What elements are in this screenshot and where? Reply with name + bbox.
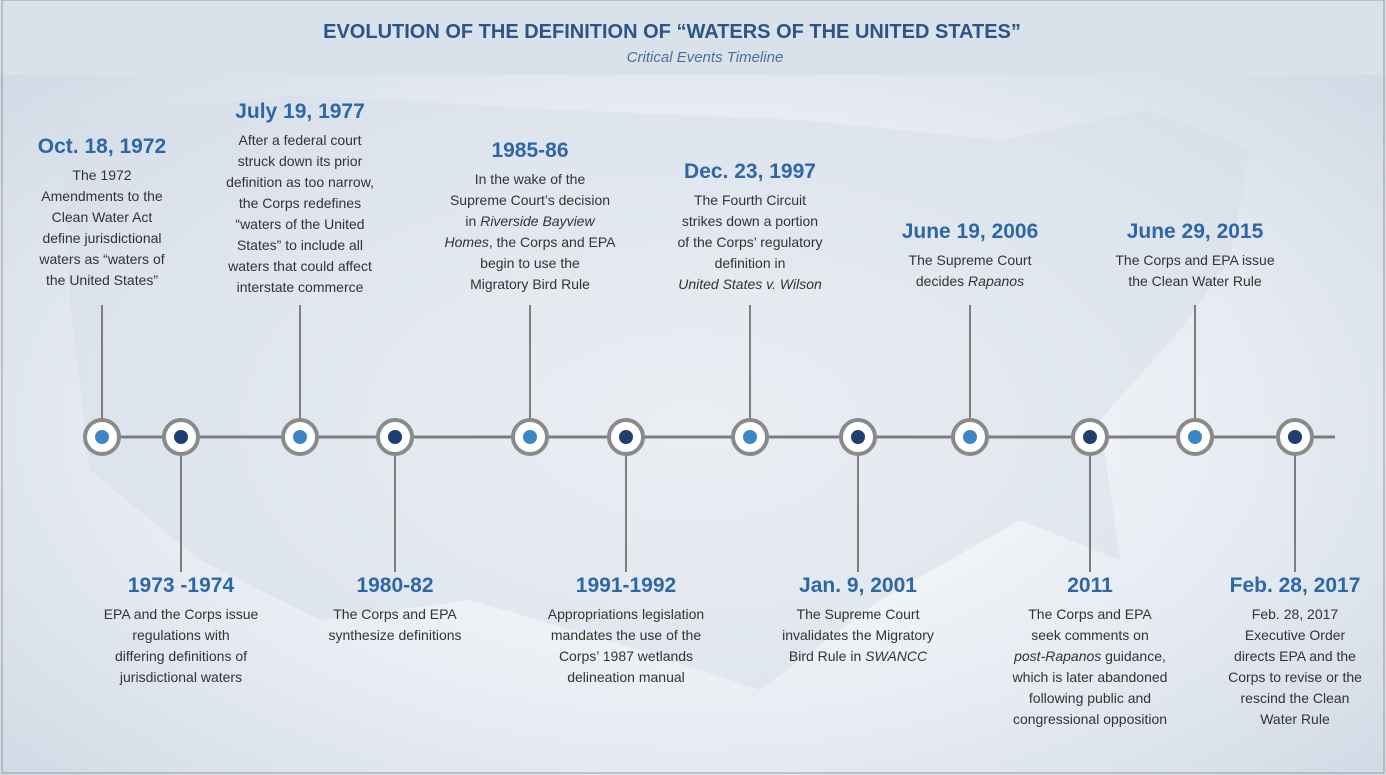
event-date: 2011 bbox=[1067, 574, 1113, 597]
map-silhouette bbox=[60, 95, 1250, 690]
text-segment: decides bbox=[916, 273, 968, 289]
event-text: delineation manual bbox=[567, 669, 685, 685]
event-text: Executive Order bbox=[1245, 627, 1346, 643]
event-date: 1980-82 bbox=[356, 574, 433, 597]
header-band bbox=[0, 0, 1386, 75]
event-text: The Corps and EPA bbox=[1028, 606, 1152, 622]
event-text: congressional opposition bbox=[1013, 711, 1167, 727]
italic-segment: Rapanos bbox=[968, 273, 1024, 289]
event-text: Clean Water Act bbox=[52, 209, 153, 225]
event-text: The Supreme Court bbox=[909, 252, 1032, 268]
event-text: Appropriations legislation bbox=[548, 606, 704, 622]
event-text: post-Rapanos guidance, bbox=[1013, 648, 1166, 664]
event-text: the Corps redefines bbox=[239, 195, 361, 211]
event-date: Oct. 18, 1972 bbox=[38, 135, 166, 158]
event-date: July 19, 1977 bbox=[235, 100, 365, 123]
italic-segment: post-Rapanos bbox=[1013, 648, 1101, 664]
event-text: which is later abandoned bbox=[1012, 669, 1168, 685]
event-text: define jurisdictional bbox=[42, 230, 161, 246]
event-text: mandates the use of the bbox=[551, 627, 701, 643]
event-text: decides Rapanos bbox=[916, 273, 1024, 289]
event-text: The Corps and EPA issue bbox=[1115, 252, 1274, 268]
event-text: The Fourth Circuit bbox=[694, 192, 806, 208]
event-date: 1985-86 bbox=[491, 139, 568, 162]
italic-segment: United States v. Wilson bbox=[678, 276, 822, 292]
event-text: Supreme Court’s decision bbox=[450, 192, 610, 208]
event-text: strikes down a portion bbox=[682, 213, 818, 229]
event-text: interstate commerce bbox=[237, 279, 364, 295]
subtitle: Critical Events Timeline bbox=[627, 49, 784, 66]
event-text: United States v. Wilson bbox=[678, 276, 822, 292]
node-dot bbox=[523, 430, 537, 444]
event-text: regulations with bbox=[132, 627, 229, 643]
node-dot bbox=[1188, 430, 1202, 444]
event-text: The Corps and EPA bbox=[333, 606, 457, 622]
node-dot bbox=[851, 430, 865, 444]
event-text: waters as “waters of bbox=[38, 251, 164, 267]
event-text: rescind the Clean bbox=[1241, 690, 1350, 706]
event-text: The Supreme Court bbox=[797, 606, 920, 622]
event-date: 1973 -1974 bbox=[128, 574, 235, 597]
event-date: Jan. 9, 2001 bbox=[799, 574, 917, 597]
italic-segment: Homes bbox=[445, 234, 489, 250]
title: EVOLUTION OF THE DEFINITION OF “WATERS O… bbox=[323, 21, 1021, 43]
text-segment: guidance, bbox=[1101, 648, 1166, 664]
event-text: definition in bbox=[715, 255, 786, 271]
event-text: The 1972 bbox=[72, 167, 131, 183]
event-text: EPA and the Corps issue bbox=[104, 606, 259, 622]
event-text: synthesize definitions bbox=[328, 627, 461, 643]
event-text: Feb. 28, 2017 bbox=[1252, 606, 1339, 622]
event-text: In the wake of the bbox=[475, 171, 586, 187]
node-dot bbox=[1288, 430, 1302, 444]
event-text: struck down its prior bbox=[238, 153, 363, 169]
node-dot bbox=[293, 430, 307, 444]
event-date: June 19, 2006 bbox=[902, 220, 1039, 243]
event-date: Feb. 28, 2017 bbox=[1230, 574, 1361, 597]
node-dot bbox=[743, 430, 757, 444]
event-text: of the Corps’ regulatory bbox=[678, 234, 823, 250]
event-text: Water Rule bbox=[1260, 711, 1330, 727]
italic-segment: SWANCC bbox=[865, 648, 928, 664]
event-date: 1991-1992 bbox=[576, 574, 676, 597]
node-dot bbox=[95, 430, 109, 444]
text-segment: , the Corps and EPA bbox=[489, 234, 616, 250]
text-segment: Bird Rule in bbox=[789, 648, 865, 664]
event-text: differing definitions of bbox=[115, 648, 247, 664]
text-segment: in bbox=[465, 213, 480, 229]
event-text: “waters of the United bbox=[235, 216, 364, 232]
event-text: the United States” bbox=[46, 272, 158, 288]
node-dot bbox=[1083, 430, 1097, 444]
event-text: following public and bbox=[1029, 690, 1151, 706]
event-text: seek comments on bbox=[1031, 627, 1149, 643]
event-text: the Clean Water Rule bbox=[1128, 273, 1262, 289]
event-text: jurisdictional waters bbox=[119, 669, 242, 685]
italic-segment: Riverside Bayview bbox=[480, 213, 595, 229]
event-text: invalidates the Migratory bbox=[782, 627, 934, 643]
event-text: States” to include all bbox=[237, 237, 363, 253]
event-text: directs EPA and the bbox=[1234, 648, 1356, 664]
event-text: Homes, the Corps and EPA bbox=[445, 234, 617, 250]
event-text: Bird Rule in SWANCC bbox=[789, 648, 928, 664]
event-date: Dec. 23, 1997 bbox=[684, 160, 816, 183]
event-text: Corps’ 1987 wetlands bbox=[559, 648, 693, 664]
node-dot bbox=[963, 430, 977, 444]
event-date: June 29, 2015 bbox=[1127, 220, 1264, 243]
event-text: After a federal court bbox=[239, 132, 362, 148]
event-text: begin to use the bbox=[480, 255, 580, 271]
event-text: Migratory Bird Rule bbox=[470, 276, 590, 292]
event-text: Corps to revise or the bbox=[1228, 669, 1362, 685]
event-text: Amendments to the bbox=[41, 188, 163, 204]
event-text: waters that could affect bbox=[227, 258, 372, 274]
node-dot bbox=[388, 430, 402, 444]
node-dot bbox=[619, 430, 633, 444]
event-text: definition as too narrow, bbox=[226, 174, 374, 190]
event-text: in Riverside Bayview bbox=[465, 213, 595, 229]
node-dot bbox=[174, 430, 188, 444]
